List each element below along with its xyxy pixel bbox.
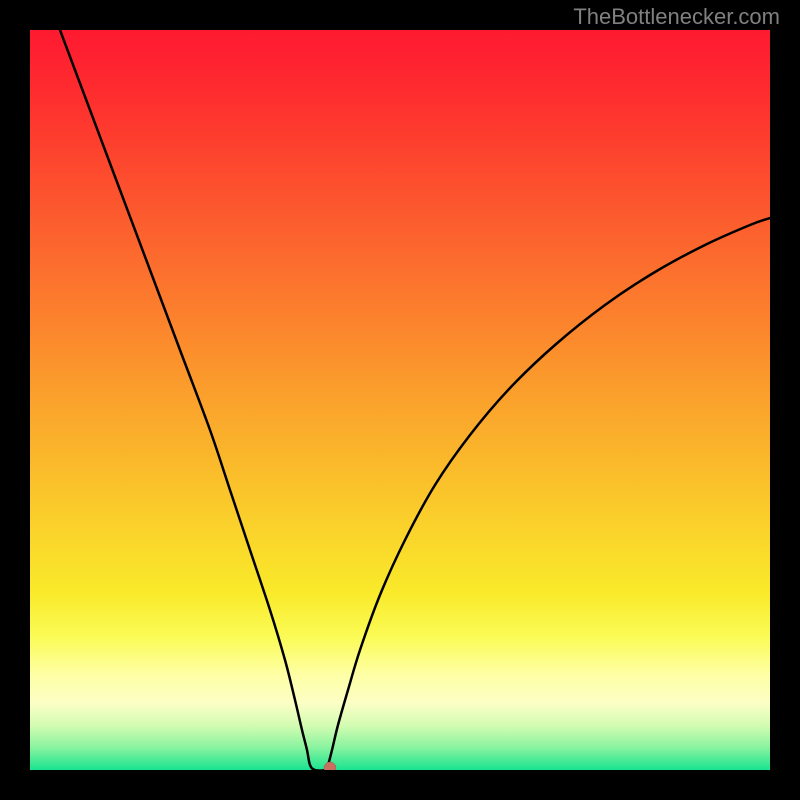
attribution-text: TheBottlenecker.com [573, 4, 780, 30]
bottleneck-chart [30, 30, 770, 770]
chart-background [30, 30, 770, 770]
